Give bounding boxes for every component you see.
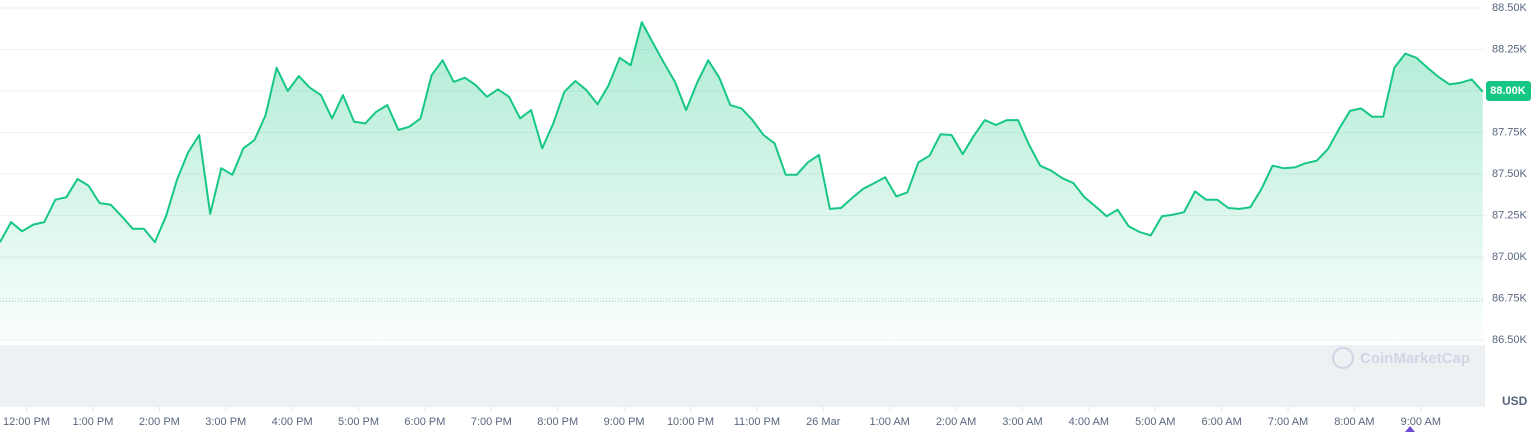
- x-tick-label: 2:00 PM: [139, 416, 180, 428]
- watermark-logo: [1332, 347, 1354, 369]
- last-price-label: 88.00K: [1490, 85, 1526, 97]
- x-tick-label: 1:00 PM: [72, 416, 113, 428]
- y-tick-label: 88.25K: [1492, 43, 1528, 55]
- x-tick-label: 11:00 PM: [734, 416, 780, 428]
- x-tick-label: 6:00 PM: [404, 416, 445, 428]
- y-tick-label: 88.50K: [1492, 2, 1528, 14]
- x-tick-label: 12:00 PM: [3, 416, 50, 428]
- marker: [1405, 426, 1415, 432]
- x-tick-label: 1:00 AM: [869, 416, 909, 428]
- x-tick-label: 5:00 PM: [338, 416, 379, 428]
- x-tick-label: 7:00 PM: [471, 416, 512, 428]
- area-fill: [0, 22, 1483, 340]
- x-tick-label: 6:00 AM: [1201, 416, 1241, 428]
- last-price-badge: [1486, 81, 1531, 101]
- x-tick-label: 8:00 AM: [1334, 416, 1374, 428]
- volume-area: [0, 345, 1485, 407]
- x-tick-label: 4:00 AM: [1069, 416, 1109, 428]
- price-line: [0, 21, 1484, 244]
- y-tick-label: 86.75K: [1492, 292, 1528, 304]
- x-tick-label: 7:00 AM: [1268, 416, 1308, 428]
- x-tick-label: 26 Mar: [806, 416, 841, 428]
- x-tick-label: 9:00 PM: [604, 416, 645, 428]
- y-tick-label: 87.75K: [1492, 126, 1528, 138]
- y-tick-label: 87.50K: [1492, 168, 1528, 180]
- currency-label: USD: [1502, 394, 1528, 408]
- y-tick-label: 87.25K: [1492, 209, 1528, 221]
- y-tick-label: 86.50K: [1492, 334, 1528, 346]
- watermark: CoinMarketCap: [1360, 350, 1470, 367]
- x-tick-label: 10:00 PM: [667, 416, 714, 428]
- y-tick-label: 87.00K: [1492, 251, 1528, 263]
- x-tick-label: 5:00 AM: [1135, 416, 1175, 428]
- x-tick-label: 3:00 AM: [1002, 416, 1042, 428]
- x-tick-label: 3:00 PM: [205, 416, 246, 428]
- x-tick-label: 4:00 PM: [272, 416, 313, 428]
- x-tick-label: 2:00 AM: [936, 416, 976, 428]
- x-tick-label: 9:00 AM: [1401, 416, 1441, 428]
- x-tick-label: 8:00 PM: [537, 416, 578, 428]
